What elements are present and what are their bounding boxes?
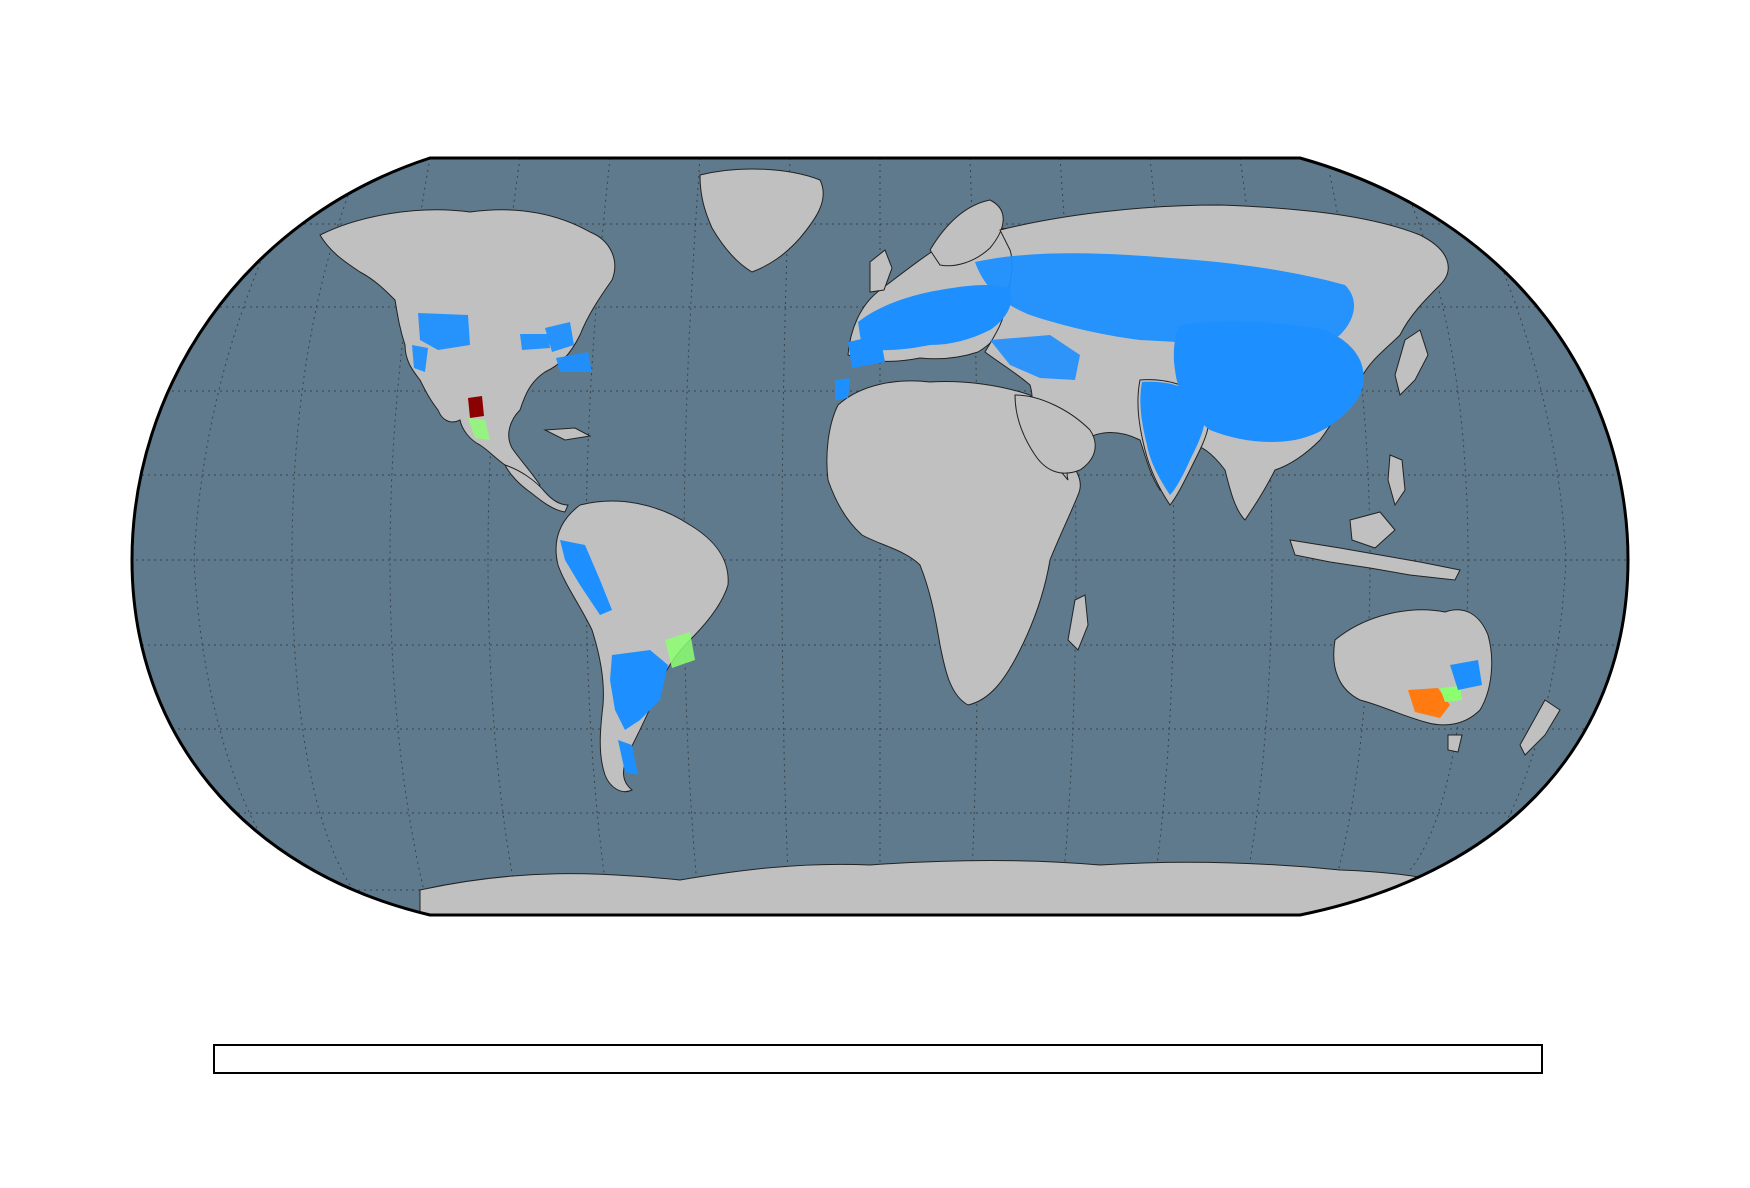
japan [1394,329,1429,396]
usa-data-region [545,322,574,352]
caribbean [543,427,592,441]
mexico-data-region [468,418,490,440]
tasmania [1447,734,1463,753]
madagascar [1067,594,1089,651]
new-zealand [1519,699,1561,756]
argentina-data-region [618,740,638,775]
europe-data-region [858,285,1012,351]
brazil-data-region [665,632,695,668]
greenland [699,168,824,273]
china-data-region [1173,321,1364,442]
data-overlay [412,253,1482,775]
usa-data-region [556,352,592,372]
australia-data-region [1440,686,1462,702]
australia-data-region [1408,688,1450,718]
antarctica [419,859,1481,915]
india-data-region [1140,381,1206,495]
usa-data-region [418,313,470,350]
central-america [504,464,569,513]
africa [826,380,1081,706]
middle-east-data-region [990,335,1080,380]
scandinavia [929,199,1004,267]
usa-data-region [412,345,428,372]
british-isles [869,249,893,293]
peru-data-region [560,540,612,615]
map-frame [130,156,1630,917]
north-america [319,209,616,486]
indonesia [1289,539,1461,581]
world-map [130,156,1630,917]
mexico-data-region [468,396,484,418]
usa-data-region [520,334,550,350]
australia-data-region [1450,660,1482,690]
philippines [1387,454,1406,507]
borneo [1349,511,1396,549]
arabian-peninsula [1014,394,1096,474]
argentina-data-region [610,650,668,730]
iberia-data-region [848,335,885,368]
colorbar [213,1044,1543,1074]
south-america [555,500,729,793]
morocco-data-region [835,378,850,400]
